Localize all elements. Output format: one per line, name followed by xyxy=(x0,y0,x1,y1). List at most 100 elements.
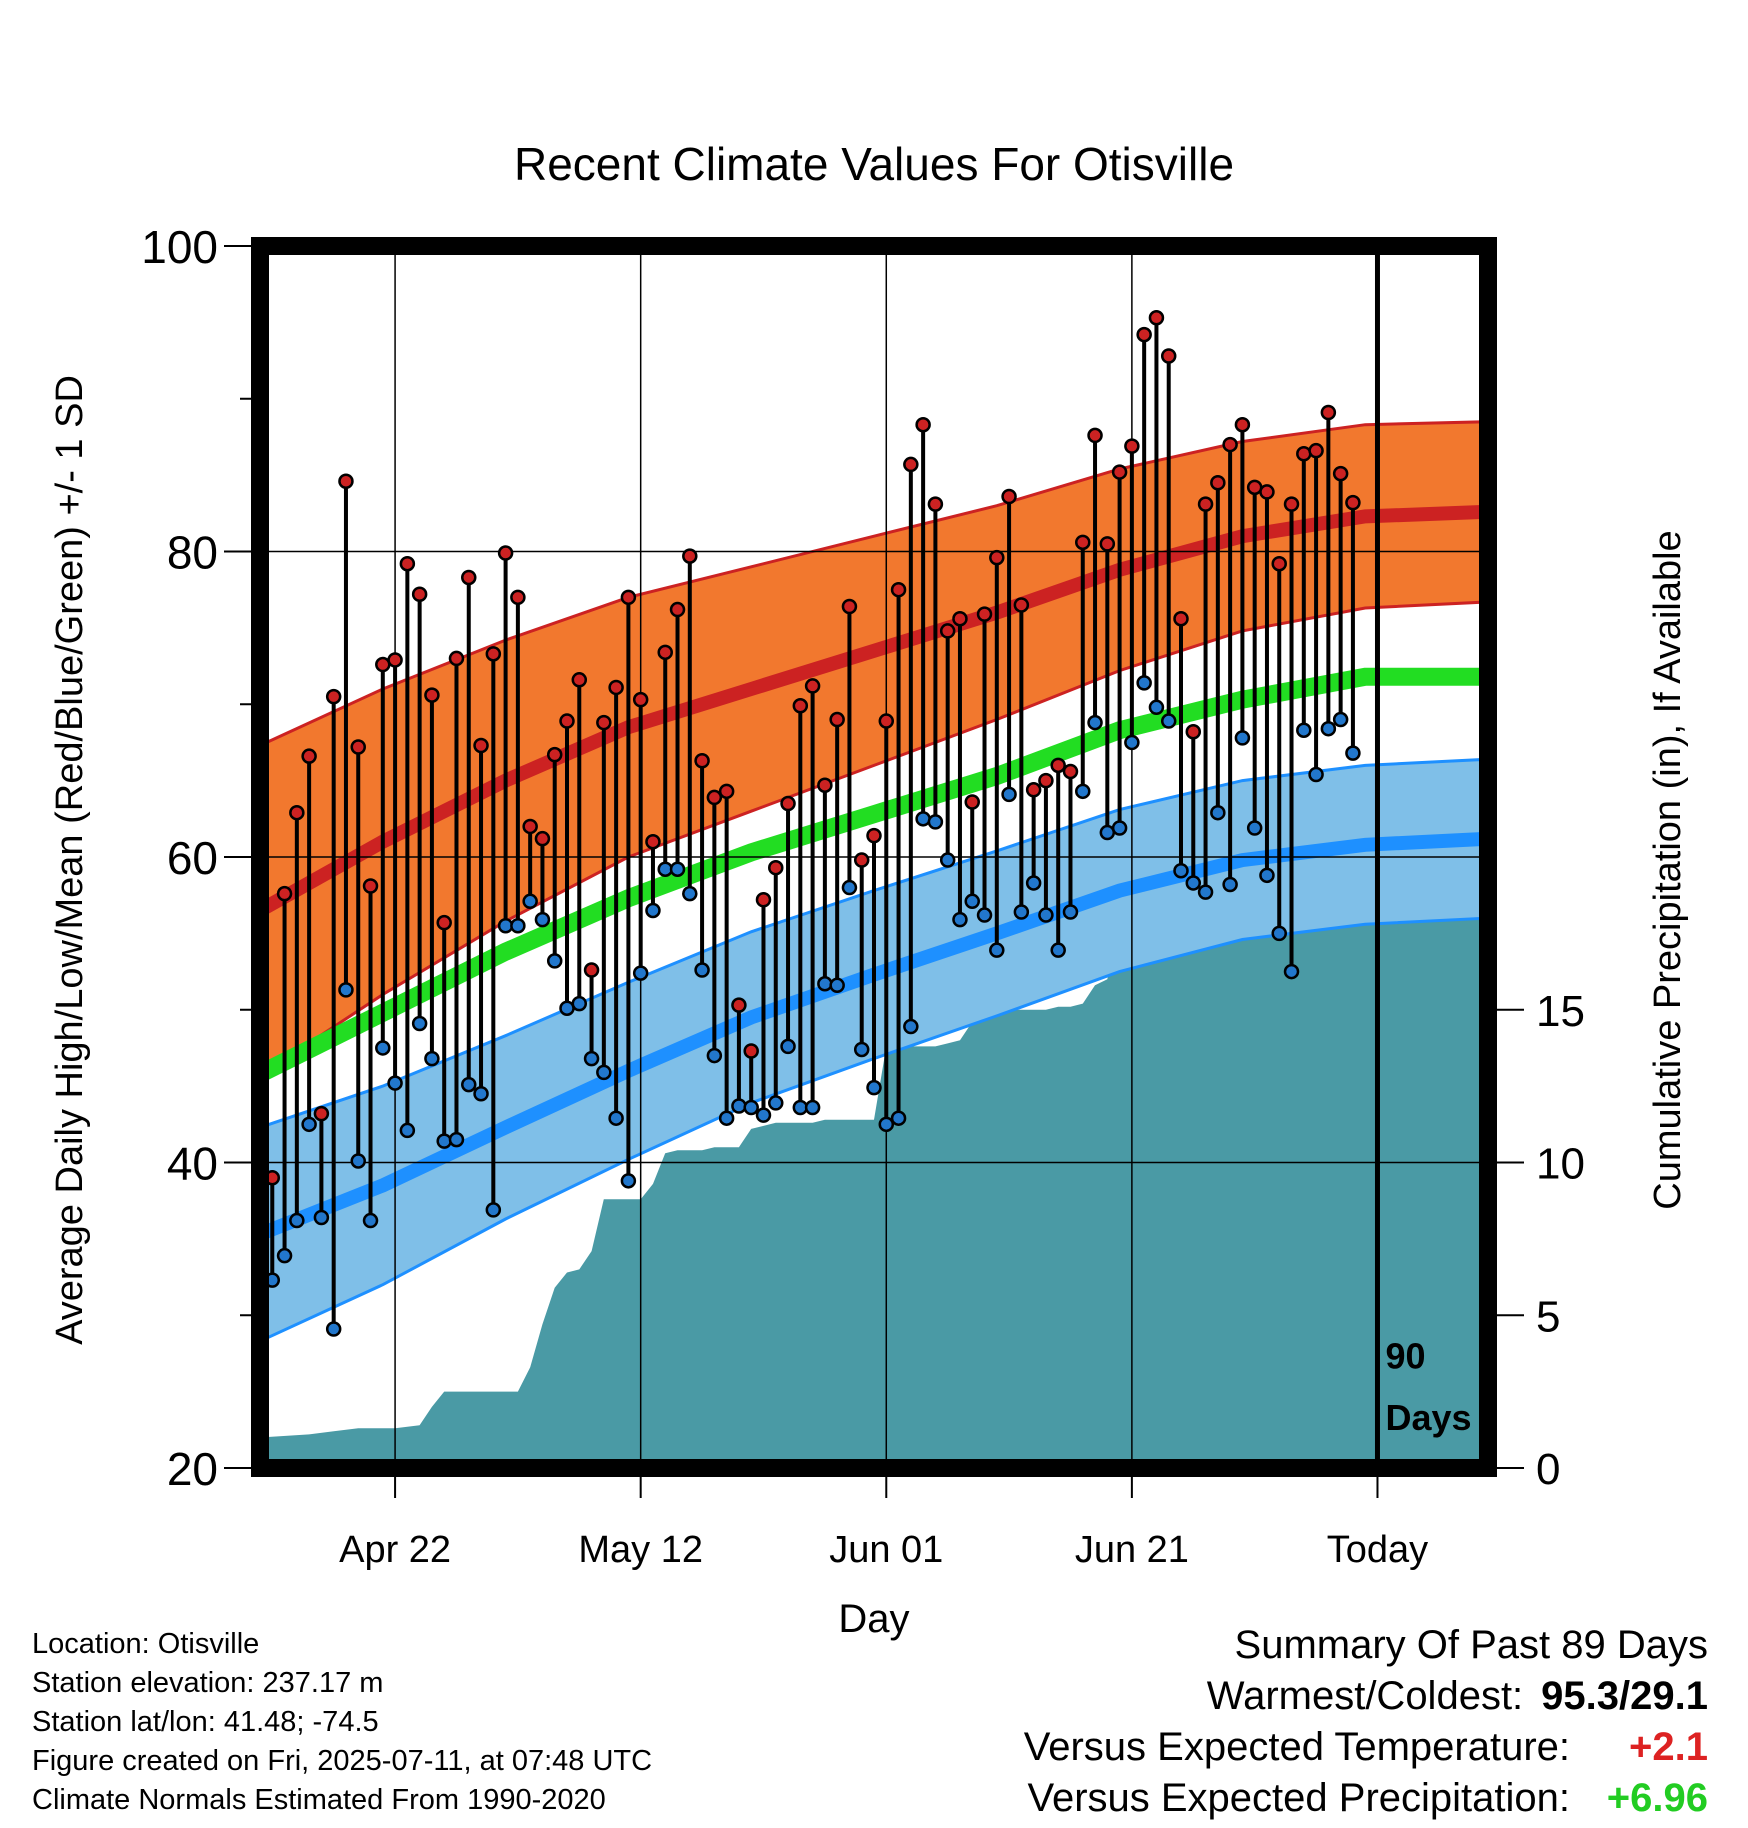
high-point xyxy=(424,687,440,703)
low-point xyxy=(1197,884,1214,900)
high-point xyxy=(768,859,784,876)
high-point xyxy=(657,644,673,661)
low-point xyxy=(1062,904,1079,920)
low-point xyxy=(436,1133,452,1149)
y2-tick-label: 10 xyxy=(1536,1140,1585,1189)
high-point xyxy=(1234,416,1251,433)
high-point xyxy=(878,713,895,729)
high-point xyxy=(1332,465,1349,482)
low-point xyxy=(583,1050,600,1067)
low-point xyxy=(989,942,1005,958)
y-tick-label: 100 xyxy=(141,221,218,273)
y-tick-label: 60 xyxy=(167,832,218,884)
high-point xyxy=(448,650,465,667)
low-point xyxy=(1296,722,1312,738)
low-point xyxy=(1345,745,1361,761)
daily-range-layer xyxy=(264,310,1361,1337)
low-point xyxy=(325,1321,342,1337)
precip-anomaly-label: Versus Expected Precipitation: xyxy=(1027,1776,1570,1820)
high-point xyxy=(866,827,882,844)
y2-tick-label: 5 xyxy=(1536,1292,1560,1341)
high-point xyxy=(743,1043,759,1059)
station-elevation: Station elevation: 237.17 m xyxy=(32,1667,384,1699)
low-point xyxy=(399,1122,416,1139)
high-point xyxy=(939,623,956,639)
low-point xyxy=(915,811,931,827)
low-point xyxy=(976,907,993,923)
y2-axis-label: Cumulative Precipitation (in), If Availa… xyxy=(1647,530,1689,1209)
high-point xyxy=(1308,442,1324,459)
high-point xyxy=(1296,445,1312,462)
high-point xyxy=(915,416,931,433)
high-point xyxy=(804,678,821,694)
low-point xyxy=(510,917,526,934)
y-tick-label: 80 xyxy=(167,527,218,579)
high-point xyxy=(534,830,551,847)
low-point xyxy=(1124,734,1140,751)
high-point xyxy=(669,601,686,618)
low-point xyxy=(890,1110,907,1126)
low-point xyxy=(1246,820,1263,836)
high-point xyxy=(1025,782,1042,798)
warmest-coldest-value: 95.3/29.1 xyxy=(1541,1674,1708,1718)
low-point xyxy=(571,995,588,1012)
low-point xyxy=(939,852,956,868)
high-point xyxy=(853,852,870,868)
high-point xyxy=(473,737,489,754)
low-point xyxy=(1136,675,1152,691)
low-point xyxy=(866,1079,882,1096)
high-point xyxy=(485,646,502,662)
low-point xyxy=(669,861,686,877)
low-point xyxy=(817,976,833,992)
high-point xyxy=(583,962,600,978)
high-point xyxy=(461,569,477,586)
low-point xyxy=(1148,699,1165,716)
low-point xyxy=(804,1099,821,1116)
low-point xyxy=(534,911,551,928)
low-point xyxy=(964,893,980,910)
temp-anomaly-value: +2.1 xyxy=(1629,1725,1708,1769)
low-point xyxy=(878,1116,895,1133)
low-point xyxy=(927,814,944,830)
high-point xyxy=(289,804,305,821)
high-point xyxy=(718,783,735,800)
low-point xyxy=(1025,875,1042,891)
low-point xyxy=(1087,714,1103,731)
low-point xyxy=(1075,783,1091,800)
climate-normals-note: Climate Normals Estimated From 1990-2020 xyxy=(32,1784,606,1816)
high-point xyxy=(903,456,919,473)
high-point xyxy=(571,672,588,688)
high-point xyxy=(731,997,747,1013)
low-point xyxy=(645,902,661,919)
high-point xyxy=(350,739,366,755)
low-point xyxy=(1234,730,1251,746)
high-point xyxy=(1087,427,1103,444)
x-axis-label: Day xyxy=(838,1597,909,1641)
station-location: Location: Otisville xyxy=(32,1628,260,1660)
high-point xyxy=(952,610,968,627)
high-point xyxy=(1320,404,1337,421)
low-point xyxy=(952,911,968,928)
low-point xyxy=(448,1131,465,1148)
high-point xyxy=(1013,597,1030,613)
low-point xyxy=(424,1050,440,1067)
low-point xyxy=(731,1098,747,1114)
high-point xyxy=(1185,723,1202,740)
high-point xyxy=(1283,496,1300,512)
high-point xyxy=(1050,757,1066,774)
axes-layer: 90 Days 20 40 60 80 100 0 5 10 15 Apr 22 May 12 Jun 0… xyxy=(141,221,1585,1571)
high-point xyxy=(546,746,563,763)
precip-anomaly-value: +6.96 xyxy=(1606,1776,1708,1820)
high-point xyxy=(559,713,575,729)
low-point xyxy=(718,1110,735,1126)
station-latlon: Station lat/lon: 41.48; -74.5 xyxy=(32,1706,379,1738)
high-point xyxy=(338,473,354,489)
low-point xyxy=(1308,766,1324,783)
normal-high-line xyxy=(256,504,1489,917)
high-point xyxy=(1148,310,1165,326)
x-tick-label: Apr 22 xyxy=(339,1529,451,1571)
low-point xyxy=(461,1076,477,1093)
high-point xyxy=(645,833,661,850)
x-tick-label: Today xyxy=(1327,1529,1428,1571)
